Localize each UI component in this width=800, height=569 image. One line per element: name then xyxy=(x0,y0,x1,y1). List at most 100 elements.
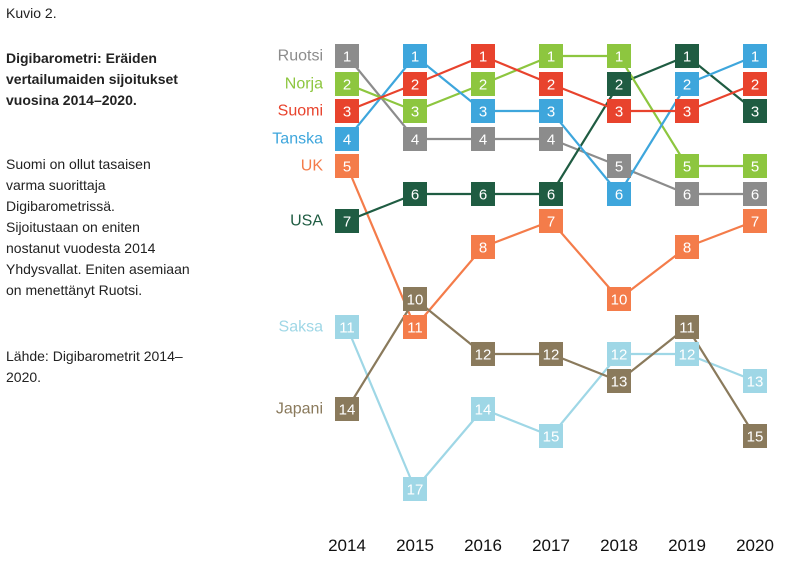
rank-mark: 11 xyxy=(675,315,699,339)
x-tick-label: 2017 xyxy=(532,536,570,555)
series-name-japani: Japani xyxy=(276,401,323,418)
rank-mark-box xyxy=(675,182,699,206)
series-name-usa: USA xyxy=(290,213,323,230)
rank-mark-box xyxy=(675,99,699,123)
rank-mark-label: 12 xyxy=(679,347,696,364)
rank-mark-box xyxy=(335,315,359,339)
rank-mark-box xyxy=(335,209,359,233)
rank-mark-box xyxy=(607,154,631,178)
rank-mark-box xyxy=(403,477,427,501)
rank-mark: 17 xyxy=(403,477,427,501)
rank-mark: 4 xyxy=(539,127,563,151)
rank-mark-box xyxy=(403,72,427,96)
figure-description: Suomi on ollut tasaisen varma suorittaja… xyxy=(6,156,190,298)
rank-mark: 1 xyxy=(743,44,767,68)
rank-mark-label: 6 xyxy=(547,187,555,204)
rank-mark-label: 2 xyxy=(547,77,555,94)
rank-mark-box xyxy=(675,342,699,366)
rank-mark-label: 10 xyxy=(611,292,628,309)
series-name-saksa: Saksa xyxy=(279,319,324,336)
x-tick-label: 2019 xyxy=(668,536,706,555)
rank-mark-label: 13 xyxy=(611,374,628,391)
rank-mark-label: 3 xyxy=(751,104,759,121)
rank-mark: 2 xyxy=(403,72,427,96)
rank-mark-label: 2 xyxy=(479,77,487,94)
rank-mark: 8 xyxy=(675,235,699,259)
rank-mark-label: 1 xyxy=(615,49,623,66)
rank-mark: 15 xyxy=(539,424,563,448)
rank-mark-box xyxy=(335,44,359,68)
rank-mark-box xyxy=(471,397,495,421)
rank-mark: 3 xyxy=(675,99,699,123)
rank-mark-box xyxy=(607,287,631,311)
rank-mark-box xyxy=(743,99,767,123)
rank-mark: 3 xyxy=(471,99,495,123)
x-axis: 2014 2015 2016 2017 2018 2019 2020 xyxy=(328,536,774,555)
rank-mark: 7 xyxy=(335,209,359,233)
rank-mark-box xyxy=(471,44,495,68)
rank-mark-label: 1 xyxy=(751,49,759,66)
rank-mark-box xyxy=(675,72,699,96)
rank-mark: 1 xyxy=(471,44,495,68)
series-name-ruotsi: Ruotsi xyxy=(278,48,323,65)
rank-mark-box xyxy=(607,72,631,96)
rank-mark: 6 xyxy=(471,182,495,206)
figure-number: Kuvio 2. xyxy=(6,5,57,21)
rank-mark-label: 17 xyxy=(407,482,424,499)
rank-mark: 4 xyxy=(335,127,359,151)
x-tick-label: 2016 xyxy=(464,536,502,555)
rank-mark-box xyxy=(335,397,359,421)
rank-mark-box xyxy=(471,235,495,259)
rank-mark-box xyxy=(607,342,631,366)
rank-mark-label: 2 xyxy=(683,77,691,94)
rank-mark-label: 3 xyxy=(683,104,691,121)
rank-mark-label: 14 xyxy=(475,402,492,419)
figure-source: Lähde: Digibarometrit 2014–2020. xyxy=(6,348,183,385)
rank-mark-box xyxy=(471,99,495,123)
rank-mark-label: 7 xyxy=(751,214,759,231)
rank-mark-label: 3 xyxy=(411,104,419,121)
rank-mark: 4 xyxy=(403,127,427,151)
rank-mark-label: 7 xyxy=(343,214,351,231)
rank-mark-box xyxy=(539,209,563,233)
rank-mark: 14 xyxy=(335,397,359,421)
series-name-tanska: Tanska xyxy=(272,131,323,148)
rank-mark: 1 xyxy=(607,44,631,68)
rank-mark: 2 xyxy=(471,72,495,96)
rank-mark-label: 2 xyxy=(343,77,351,94)
rank-mark: 12 xyxy=(471,342,495,366)
series-name-suomi: Suomi xyxy=(278,103,323,120)
rank-mark: 2 xyxy=(675,72,699,96)
rank-mark: 1 xyxy=(539,44,563,68)
rank-mark-box xyxy=(471,72,495,96)
rank-mark: 4 xyxy=(471,127,495,151)
rank-mark-label: 2 xyxy=(615,77,623,94)
rank-mark-box xyxy=(675,44,699,68)
rank-mark-box xyxy=(539,44,563,68)
rank-mark: 1 xyxy=(675,44,699,68)
rank-mark: 6 xyxy=(403,182,427,206)
x-tick-label: 2020 xyxy=(736,536,774,555)
rank-mark: 7 xyxy=(743,209,767,233)
rank-mark-label: 3 xyxy=(343,104,351,121)
rank-mark-box xyxy=(471,182,495,206)
rank-mark-label: 4 xyxy=(411,132,419,149)
rank-mark-label: 6 xyxy=(751,187,759,204)
rank-mark-label: 15 xyxy=(747,429,764,446)
rank-mark: 6 xyxy=(743,182,767,206)
rank-mark: 6 xyxy=(675,182,699,206)
rank-mark-label: 11 xyxy=(679,320,695,337)
rank-mark-label: 6 xyxy=(615,187,623,204)
x-tick-label: 2015 xyxy=(396,536,434,555)
rank-mark-box xyxy=(539,127,563,151)
rank-mark-box xyxy=(335,72,359,96)
rank-mark: 8 xyxy=(471,235,495,259)
rank-mark: 6 xyxy=(539,182,563,206)
rank-mark-box xyxy=(403,127,427,151)
rank-mark: 2 xyxy=(607,72,631,96)
rank-mark-box xyxy=(675,315,699,339)
rank-mark: 10 xyxy=(403,287,427,311)
rank-mark: 1 xyxy=(403,44,427,68)
rank-mark: 5 xyxy=(675,154,699,178)
